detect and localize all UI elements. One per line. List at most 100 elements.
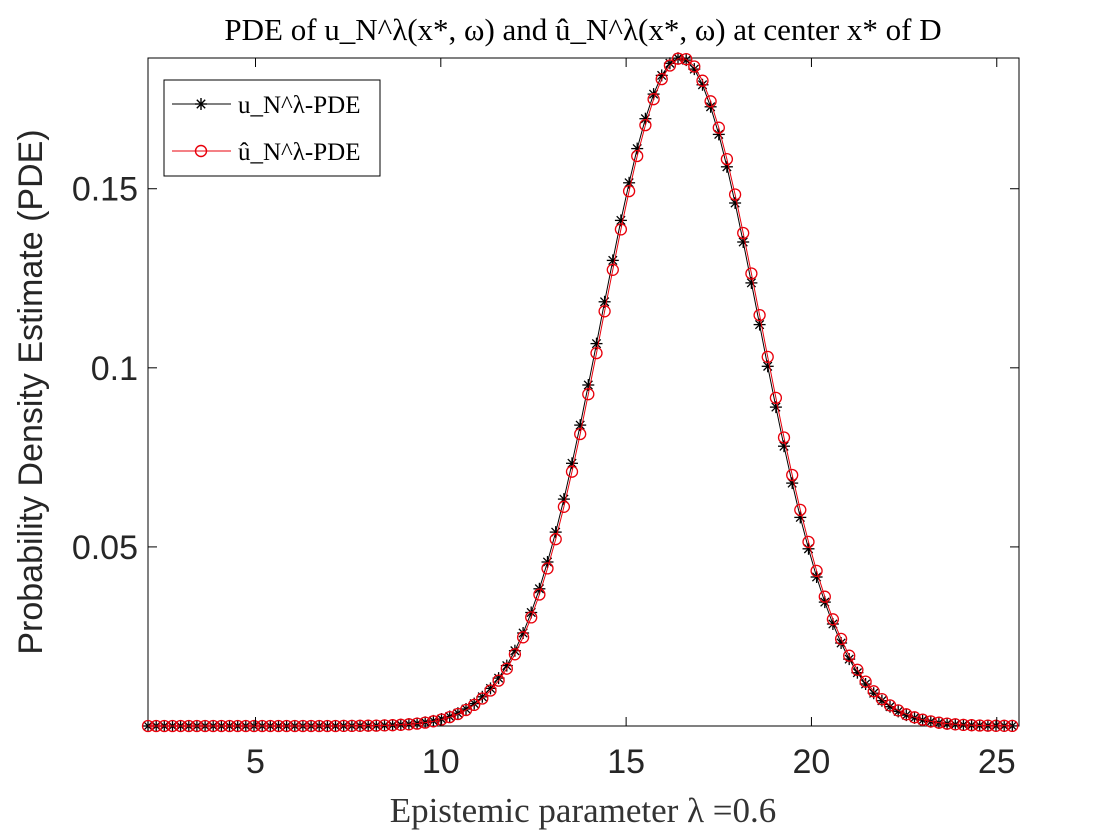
data-point (688, 60, 701, 73)
data-point (737, 226, 750, 240)
data-point (427, 715, 440, 728)
data-point (256, 719, 269, 733)
data-point (957, 718, 970, 732)
data-point (508, 648, 522, 661)
data-point (631, 149, 644, 163)
data-point (777, 431, 791, 444)
data-point (892, 704, 905, 717)
data-point (696, 74, 709, 87)
data-point (916, 713, 929, 726)
data-point (353, 719, 367, 732)
data-point (337, 719, 350, 733)
data-point (639, 118, 652, 132)
data-point (223, 719, 236, 733)
data-point (321, 719, 334, 733)
data-point (378, 719, 391, 732)
data-point (794, 503, 807, 517)
data-point (680, 52, 693, 66)
data-point (786, 468, 799, 482)
data-point (443, 710, 456, 724)
data-point (663, 59, 677, 72)
data-point (288, 719, 301, 733)
data-point (704, 95, 717, 108)
data-point (451, 707, 465, 721)
data-point (239, 719, 252, 733)
data-point (1006, 719, 1019, 733)
data-point (753, 308, 766, 322)
data-point (932, 716, 946, 729)
chart-title: PDE of u_N^λ(x*, ω) and û_N^λ(x*, ω) at … (224, 12, 941, 47)
data-point (370, 719, 383, 732)
data-point (973, 719, 986, 732)
legend-label-2: û_N^λ-PDE (238, 139, 360, 166)
data-point (313, 719, 326, 733)
data-point (394, 718, 407, 731)
data-point (557, 500, 571, 513)
data-point (574, 427, 587, 441)
data-point (386, 719, 399, 732)
data-point (402, 718, 416, 731)
y-tick-label: 0.05 (72, 529, 138, 567)
legend-box (163, 79, 381, 177)
data-point (712, 121, 725, 134)
x-tick-label: 15 (607, 743, 645, 781)
data-point (549, 533, 562, 546)
legend-label-1: u_N^λ-PDE (238, 92, 360, 119)
data-point (728, 188, 742, 201)
data-point (622, 184, 636, 198)
data-point (264, 719, 277, 733)
data-point (940, 717, 954, 730)
data-point (875, 692, 889, 706)
data-point (484, 684, 497, 697)
data-point (500, 662, 513, 675)
y-tick-label: 0.1 (91, 350, 138, 388)
data-point (207, 719, 220, 733)
axis-layer: 5 10 15 20 25 0.05 0.1 0.15 (72, 58, 1019, 781)
data-point (655, 72, 668, 86)
data-point (150, 719, 163, 733)
data-point (623, 176, 636, 189)
data-point (647, 93, 660, 106)
data-point (834, 632, 848, 646)
data-point (981, 719, 995, 732)
data-point (614, 223, 628, 236)
data-point (606, 263, 619, 276)
data-point (965, 719, 978, 732)
data-point (280, 719, 293, 733)
data-point (525, 611, 538, 624)
data-point (590, 346, 603, 360)
data-point (761, 350, 774, 364)
data-point (190, 719, 204, 733)
data-point (296, 719, 310, 733)
y-axis-label: Probability Density Estimate (PDE) (12, 129, 50, 654)
data-point (476, 692, 489, 705)
data-point (720, 152, 734, 166)
x-tick-label: 5 (246, 743, 265, 781)
data-point (998, 719, 1011, 732)
legend-marker-circle (194, 144, 208, 158)
data-point (949, 718, 962, 731)
data-point (818, 590, 831, 603)
data-point (468, 698, 481, 712)
x-axis-label: Epistemic parameter λ =0.6 (390, 791, 777, 830)
data-point (859, 675, 872, 688)
data-point (410, 717, 424, 730)
data-point (304, 719, 318, 733)
data-point (565, 465, 579, 478)
data-point (158, 719, 171, 733)
legend: u_N^λ-PDE û_N^λ-PDE (163, 79, 381, 177)
data-point (345, 719, 359, 733)
data-point (247, 719, 261, 733)
data-point (435, 713, 448, 726)
legend-entry-2: û_N^λ-PDE (172, 139, 360, 166)
x-tick-label: 20 (793, 743, 831, 781)
data-point (174, 719, 187, 733)
data-point (272, 719, 285, 733)
legend-entry-1: u_N^λ-PDE (172, 92, 360, 119)
data-point (329, 719, 342, 733)
data-point (582, 388, 595, 401)
data-point (516, 631, 530, 644)
data-point (419, 716, 432, 729)
series-2 (141, 52, 1019, 733)
